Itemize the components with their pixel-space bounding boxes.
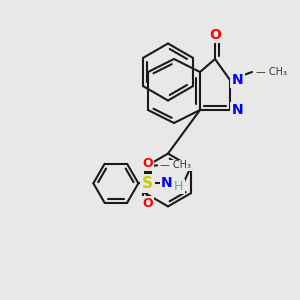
Text: — CH₃: — CH₃ (160, 160, 191, 170)
Text: S: S (142, 176, 153, 191)
Text: O: O (142, 157, 153, 170)
Text: O: O (209, 28, 221, 42)
Text: O: O (142, 197, 153, 210)
Text: N: N (232, 103, 243, 117)
Text: N: N (161, 176, 173, 190)
Text: H: H (174, 180, 184, 193)
Text: N: N (232, 73, 243, 87)
Text: — CH₃: — CH₃ (256, 67, 287, 77)
